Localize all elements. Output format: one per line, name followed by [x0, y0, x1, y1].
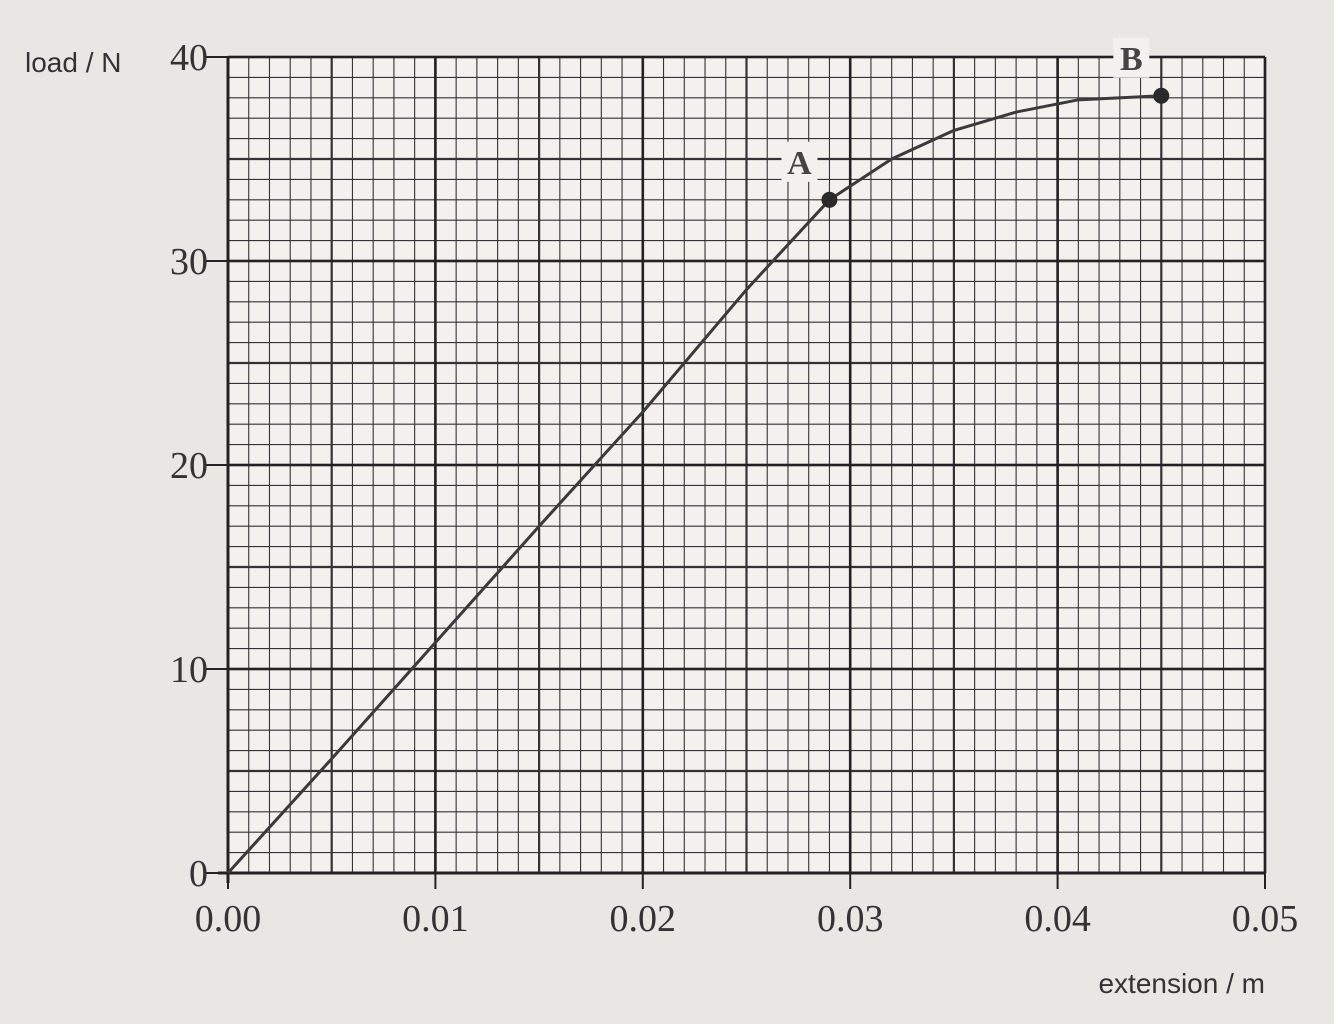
y-tick-label: 30 — [170, 241, 208, 283]
x-tick-label: 0.00 — [195, 898, 262, 940]
annotation-label: B — [1120, 41, 1143, 78]
x-tick-label: 0.03 — [817, 898, 884, 940]
y-tick-label: 0 — [189, 853, 208, 895]
x-tick-label: 0.05 — [1232, 898, 1299, 940]
y-axis-label: load / N — [25, 47, 122, 78]
y-tick-label: 10 — [170, 649, 208, 691]
x-tick-label: 0.04 — [1024, 898, 1091, 940]
x-axis-label: extension / m — [1098, 968, 1265, 999]
annotation-label-bg — [781, 141, 818, 182]
annotation-point — [821, 191, 838, 208]
x-tick-label: 0.02 — [610, 898, 677, 940]
annotation-label: A — [787, 145, 812, 182]
annotation-point — [1153, 87, 1170, 104]
x-tick-label: 0.01 — [402, 898, 469, 940]
line — [226, 94, 1162, 875]
y-tick-label: 20 — [170, 445, 208, 487]
y-tick-label: 40 — [170, 37, 208, 79]
annotation-label-bg — [1113, 37, 1150, 78]
